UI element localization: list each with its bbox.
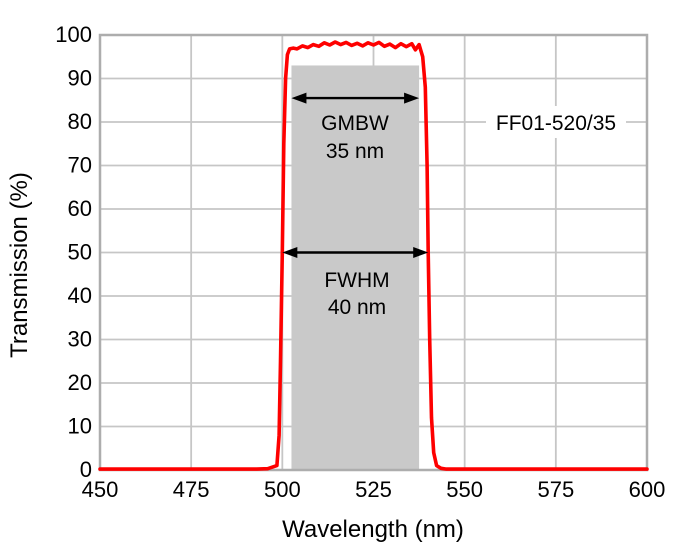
fwhm-annotation-label: FWHM [324,269,389,292]
y-tick-label: 70 [68,153,92,178]
bandwidth-arrows [282,92,429,258]
product-label-backing [486,106,626,138]
y-tick-label: 90 [68,66,92,91]
tick-labels: 450 475 500 525 550 575 600 0 10 20 30 40 50 60 70 80 90… [55,22,665,502]
fwhm-annotation-value: 40 nm [328,296,386,319]
y-tick-label: 60 [68,196,92,221]
y-tick-label: 10 [68,414,92,439]
x-axis-title: Wavelength (nm) [282,516,464,543]
x-tick-label: 475 [173,477,210,502]
y-axis-title: Transmission (%) [6,172,33,358]
x-tick-label: 600 [629,477,666,502]
plot-frame [98,33,649,472]
y-tick-label: 80 [68,109,92,134]
y-tick-label: 0 [80,457,92,482]
x-tick-label: 500 [264,477,301,502]
x-tick-label: 575 [537,477,574,502]
x-tick-label: 525 [355,477,392,502]
y-tick-label: 100 [55,22,92,47]
x-tick-label: 550 [446,477,483,502]
transmission-curve [98,40,649,471]
product-label: FF01-520/35 [496,112,616,135]
gmbw-annotation-value: 35 nm [326,140,384,163]
y-tick-label: 20 [68,370,92,395]
gmbw-shaded-region [291,65,420,470]
gmbw-annotation-label: GMBW [321,112,389,135]
x-tick-label: 450 [82,477,119,502]
y-tick-label: 40 [68,283,92,308]
y-tick-label: 30 [68,327,92,352]
y-tick-label: 50 [68,240,92,265]
